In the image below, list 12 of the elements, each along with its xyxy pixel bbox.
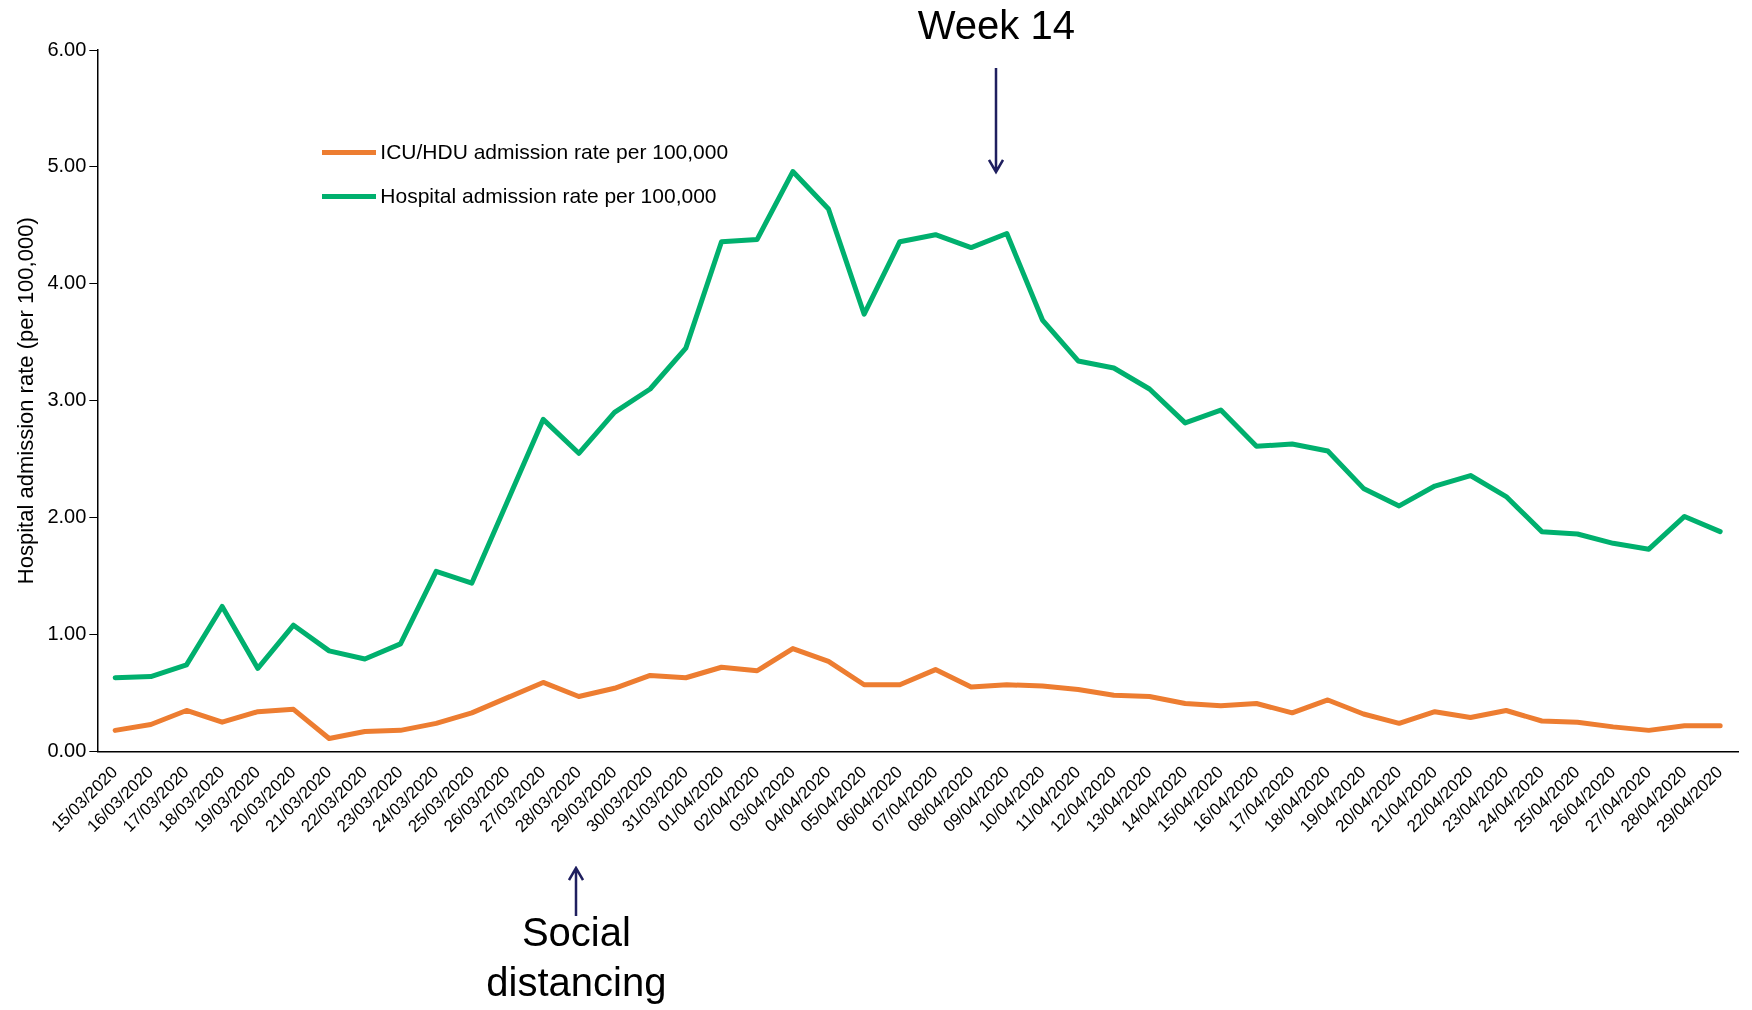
y-tick-label: 3.00 [47,388,87,411]
y-tick-label: 2.00 [47,505,87,528]
legend-label: Hospital admission rate per 100,000 [380,184,717,208]
text: Social distancing [485,909,668,1006]
y-axis-title: Hospital admission rate (per 100,000) [13,217,39,585]
y-tick-label: 5.00 [47,154,87,177]
y-tick-label: 0.00 [47,738,87,761]
y-tick-label: 4.00 [47,271,87,294]
y-tick-label: 6.00 [47,37,87,60]
text: Week 14 [916,2,1076,49]
y-tick-label: 1.00 [47,622,87,645]
legend-label: ICU/HDU admission rate per 100,000 [380,140,729,164]
